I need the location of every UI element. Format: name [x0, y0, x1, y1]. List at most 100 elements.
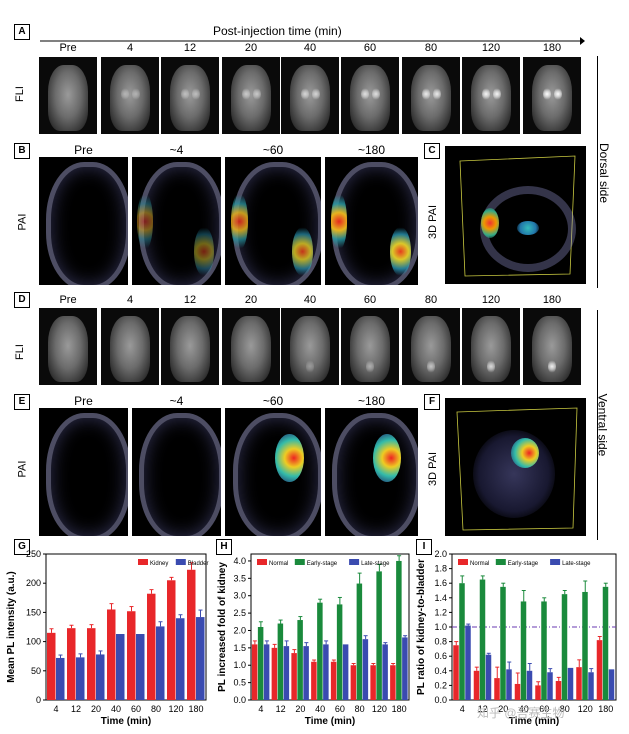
- bar-bladder-180: [196, 617, 205, 700]
- bar-normal-60: [330, 661, 337, 700]
- bar-normal-4: [453, 645, 459, 700]
- fli-mouse-image: [462, 57, 520, 134]
- fli-mouse-image: [101, 308, 159, 385]
- bar-late-stage-120: [588, 672, 594, 700]
- bar-late-stage-40: [323, 644, 329, 700]
- bar-early-stage-60: [541, 601, 547, 700]
- bar-normal-12: [271, 647, 278, 700]
- pai-time-label: ~60: [262, 143, 284, 157]
- x-tick-label: 120: [168, 704, 183, 714]
- y-tick-label: 150: [26, 607, 41, 617]
- pai-tissue: [46, 162, 128, 285]
- x-tick-label: 120: [372, 704, 387, 714]
- bar-normal-60: [535, 685, 541, 700]
- plot-frame: [250, 553, 410, 701]
- bladder-signal: [486, 360, 496, 373]
- time-axis-arrow: [40, 37, 585, 45]
- kidney-signal: [253, 87, 262, 101]
- pai-time-label: ~4: [169, 394, 184, 408]
- fli-time-label: 4: [126, 294, 134, 306]
- y-tick-label: 1.5: [233, 643, 246, 653]
- bar-early-stage-4: [459, 583, 465, 700]
- bar-late-stage-120: [382, 644, 388, 700]
- panel-label-h: H: [216, 539, 232, 555]
- pai-time-label: ~180: [357, 394, 386, 408]
- bar-late-stage-12: [283, 646, 290, 700]
- plot-frame: [45, 553, 207, 701]
- fli-time-label: 180: [542, 294, 562, 306]
- pai-time-label: Pre: [74, 394, 93, 408]
- bar-early-stage-80: [561, 594, 568, 700]
- bar-normal-120: [370, 665, 376, 700]
- legend-label: Bladder: [188, 561, 209, 567]
- mouse-body: [290, 64, 330, 131]
- header-title: Post-injection time (min): [213, 24, 342, 38]
- fli-mouse-image: [402, 308, 460, 385]
- fli-mouse-image: [402, 57, 460, 134]
- bar-bladder-80: [156, 626, 165, 700]
- panel-label-g: G: [14, 539, 30, 555]
- x-axis-label: Time (min): [509, 716, 559, 727]
- y-tick-label: 3.0: [233, 591, 246, 601]
- bladder-hotspot: [274, 433, 304, 483]
- legend-swatch: [294, 559, 305, 565]
- pai-tissue: [332, 413, 418, 536]
- pai-tissue: [139, 413, 221, 536]
- bar-bladder-120: [176, 618, 185, 700]
- mouse-body: [170, 315, 210, 382]
- bar-kidney-120: [167, 580, 176, 700]
- fli-time-label: Pre: [59, 294, 77, 306]
- chart-g: 0 50 100 150 200 250 4 12 20 40 60 80 120 180 Kidney Bl…: [6, 549, 209, 727]
- pai3d-ventral-label: 3D PAI: [427, 451, 440, 487]
- bar-early-stage-20: [500, 586, 506, 700]
- bar-early-stage-180: [396, 560, 402, 700]
- bar-bladder-4: [56, 657, 65, 700]
- x-tick-label: 40: [519, 704, 529, 714]
- bar-late-stage-60: [342, 644, 349, 700]
- fli-time-label: 60: [363, 294, 377, 306]
- legend-swatch: [458, 559, 468, 565]
- y-tick-label: 1.6: [434, 578, 447, 588]
- bladder-signal: [426, 360, 436, 373]
- y-tick-label: 0: [36, 695, 41, 705]
- x-tick-label: 4: [258, 704, 263, 714]
- bar-early-stage-4: [257, 627, 264, 700]
- panel-label-e: E: [14, 394, 30, 410]
- bar-normal-180: [596, 640, 603, 700]
- kidney-hotspot: [194, 227, 214, 277]
- x-tick-label: 60: [131, 704, 141, 714]
- y-tick-label: 50: [31, 666, 41, 676]
- y-tick-label: 4.0: [233, 556, 246, 566]
- bar-normal-20: [291, 653, 297, 700]
- bar-early-stage-120: [376, 571, 382, 700]
- bar-normal-120: [576, 667, 582, 700]
- y-tick-label: 0.4: [434, 666, 447, 676]
- x-tick-label: 40: [111, 704, 121, 714]
- y-tick-label: 3.5: [233, 573, 246, 583]
- pai-tissue: [46, 413, 128, 536]
- pai3d-dorsal-label: 3D PAI: [427, 204, 440, 240]
- fli-mouse-image: [222, 308, 280, 385]
- bladder-signal: [365, 360, 375, 373]
- bar-bladder-40: [116, 634, 125, 700]
- legend-label: Normal: [470, 561, 489, 567]
- chart-i: 0.0 0.2 0.4 0.6 0.8 1.0 1.2 1.4 1.6 1.8 2.0 4 12 20 40…: [416, 549, 617, 727]
- kidney-signal: [300, 87, 309, 101]
- y-tick-label: 1.2: [434, 607, 447, 617]
- fli-mouse-image: [281, 57, 339, 134]
- fli-mouse-image: [462, 308, 520, 385]
- fli-time-label: 80: [424, 42, 438, 54]
- mouse-body: [350, 64, 390, 131]
- ventral-divider: [597, 310, 598, 540]
- bar-kidney-40: [107, 609, 116, 700]
- x-tick-label: 20: [295, 704, 305, 714]
- fli-mouse-image: [39, 57, 97, 134]
- y-tick-label: 2.0: [233, 625, 246, 635]
- fli-mouse-image: [161, 57, 219, 134]
- dorsal-side-label: Dorsal side: [597, 142, 612, 204]
- bar-early-stage-40: [317, 602, 323, 700]
- kidney-signal: [120, 87, 129, 101]
- fli-time-label: 120: [481, 294, 501, 306]
- bar-early-stage-120: [582, 591, 588, 700]
- kidney-signal: [360, 87, 369, 101]
